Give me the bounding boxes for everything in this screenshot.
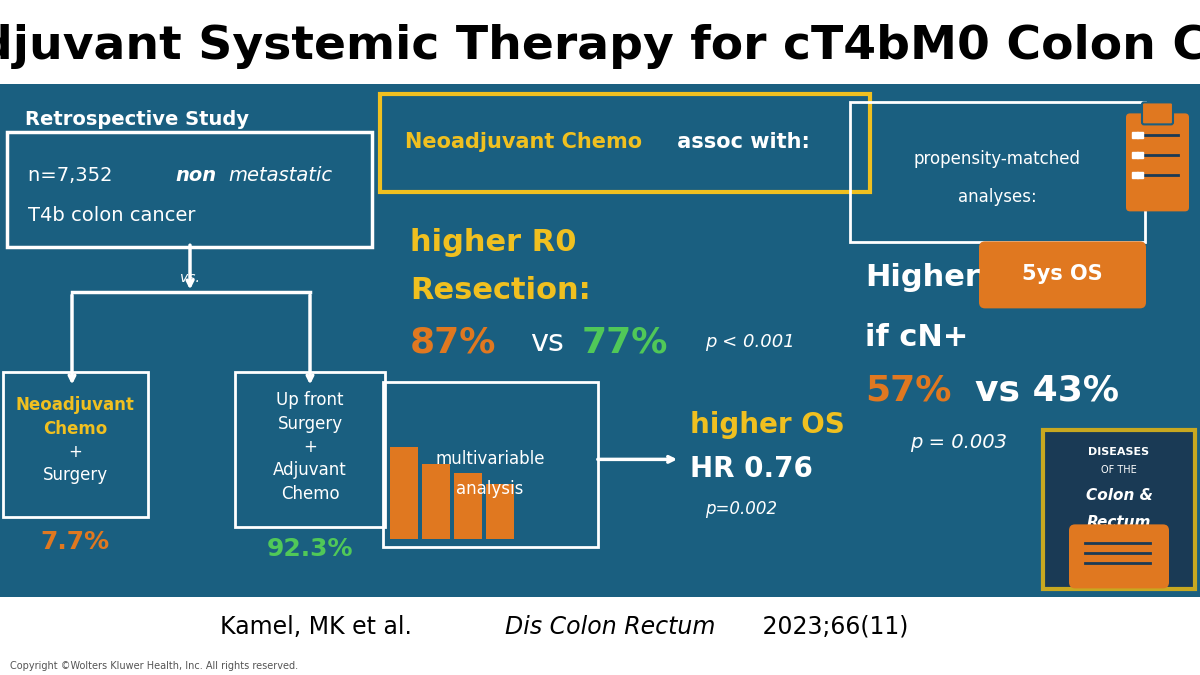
Text: Surgery: Surgery [42, 466, 108, 485]
Text: Retrospective Study: Retrospective Study [25, 110, 250, 129]
Text: p=0.002: p=0.002 [706, 500, 778, 518]
Text: 77%: 77% [582, 325, 668, 359]
Text: Neoadjuvant: Neoadjuvant [16, 396, 134, 414]
Text: metastatic: metastatic [228, 166, 332, 185]
Text: 5ys OS: 5ys OS [1021, 265, 1103, 284]
FancyBboxPatch shape [422, 464, 450, 539]
FancyBboxPatch shape [1069, 524, 1169, 589]
Text: OF THE: OF THE [1102, 465, 1136, 475]
Text: vs: vs [530, 328, 564, 357]
Text: Neoadjuvant Chemo: Neoadjuvant Chemo [406, 132, 642, 153]
Text: Adjuvant: Adjuvant [274, 462, 347, 479]
Text: 57%: 57% [865, 373, 952, 408]
Text: propensity-matched: propensity-matched [913, 151, 1080, 168]
Text: Higher: Higher [865, 263, 980, 292]
Text: if cN+: if cN+ [865, 323, 968, 352]
Text: analyses:: analyses: [958, 188, 1037, 207]
Text: n=7,352: n=7,352 [28, 166, 119, 185]
FancyBboxPatch shape [1142, 103, 1174, 124]
FancyBboxPatch shape [486, 484, 514, 539]
FancyBboxPatch shape [1126, 113, 1189, 211]
FancyBboxPatch shape [454, 473, 482, 539]
Text: Copyright ©Wolters Kluwer Health, Inc. All rights reserved.: Copyright ©Wolters Kluwer Health, Inc. A… [10, 661, 298, 671]
Text: 2023;66(11): 2023;66(11) [755, 615, 908, 639]
Text: p = 0.003: p = 0.003 [910, 433, 1007, 452]
Text: 87%: 87% [410, 325, 497, 359]
Text: vs.: vs. [180, 271, 200, 286]
Text: Neoadjuvant Systemic Therapy for cT4bM0 Colon Cancer: Neoadjuvant Systemic Therapy for cT4bM0 … [0, 24, 1200, 69]
Text: Chemo: Chemo [281, 485, 340, 504]
Text: Kamel, MK et al.: Kamel, MK et al. [220, 615, 419, 639]
Text: +: + [68, 443, 82, 462]
Text: analysis: analysis [456, 481, 523, 498]
Text: T4b colon cancer: T4b colon cancer [28, 206, 196, 225]
Text: assoc with:: assoc with: [670, 132, 810, 153]
Text: Chemo: Chemo [43, 421, 107, 438]
Text: multivariable: multivariable [436, 450, 545, 468]
FancyBboxPatch shape [0, 84, 1200, 597]
FancyBboxPatch shape [1043, 431, 1195, 589]
Text: Surgery: Surgery [277, 415, 342, 433]
FancyBboxPatch shape [979, 242, 1146, 308]
Text: Up front: Up front [276, 392, 343, 409]
Text: higher R0: higher R0 [410, 228, 576, 257]
Text: 92.3%: 92.3% [266, 537, 353, 562]
Text: +: + [304, 438, 317, 456]
Text: p < 0.001: p < 0.001 [706, 333, 794, 352]
Text: 7.7%: 7.7% [41, 531, 109, 554]
Text: Dis Colon Rectum: Dis Colon Rectum [505, 615, 715, 639]
Text: higher OS: higher OS [690, 411, 845, 439]
FancyBboxPatch shape [390, 448, 418, 539]
Text: Resection:: Resection: [410, 276, 590, 305]
Text: DISEASES: DISEASES [1088, 448, 1150, 458]
Text: Colon &: Colon & [1086, 488, 1152, 503]
Text: HR 0.76: HR 0.76 [690, 456, 812, 483]
Text: Rectum: Rectum [1087, 515, 1151, 530]
Text: vs 43%: vs 43% [974, 373, 1120, 408]
Text: non: non [175, 166, 216, 185]
